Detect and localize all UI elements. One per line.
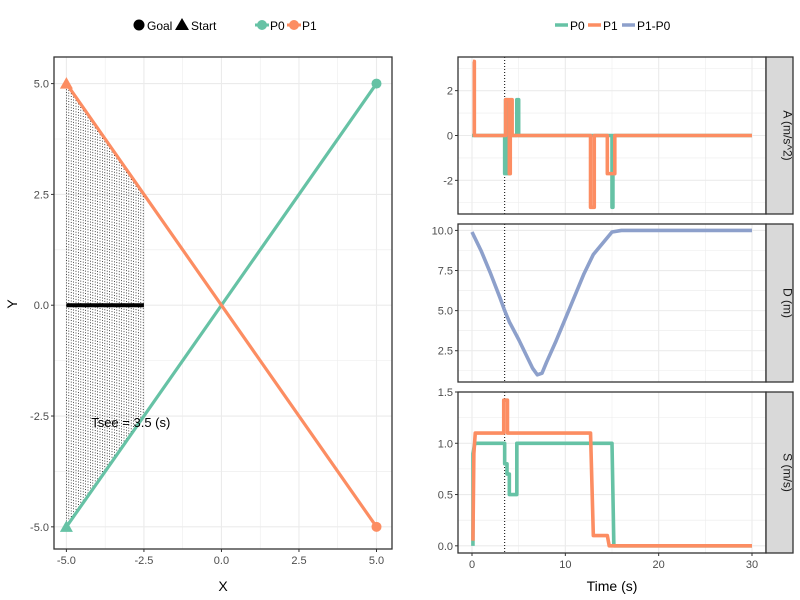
- y-axis-title: Y: [4, 299, 20, 309]
- y-tick-label: 2.5: [34, 189, 49, 201]
- legend-label-p0: P0: [570, 19, 585, 33]
- y-tick-label: 5.0: [438, 306, 453, 318]
- legend-goal-label: Goal: [147, 19, 172, 33]
- legend-label-p1-p0: P1-P0: [637, 19, 671, 33]
- legend-right: P0 P1 P1-P0: [555, 19, 671, 33]
- legend-key-dot: [257, 20, 267, 30]
- facet-strip-label: A (m/s^2): [781, 110, 795, 160]
- xy-panel: Tsee = 3.5 (s) -5.0 -2.5 0.0 2.5 5.0 -5.0 -2.5 0…: [30, 56, 393, 567]
- y-tick-label: 0.0: [34, 300, 49, 312]
- goal-marker-p1: [371, 521, 382, 532]
- series-p0: [471, 441, 752, 548]
- y-tick-label: 2: [447, 86, 453, 98]
- series-p1-p0: [470, 228, 752, 377]
- y-tick-label: 0.5: [438, 490, 453, 502]
- x-tick-label: 10: [559, 559, 571, 571]
- facet-strip: [765, 56, 794, 215]
- x-tick-label: 0.0: [214, 555, 229, 567]
- x-tick-label: -2.5: [134, 555, 153, 567]
- legend-start-key: [175, 18, 189, 30]
- y-tick-label: -2: [443, 175, 453, 187]
- x-tick-label: 2.5: [291, 555, 306, 567]
- y-tick-label: 0: [447, 131, 453, 143]
- facet-strip: [765, 223, 794, 383]
- goal-marker-p0: [371, 78, 382, 89]
- facet-strip-label: D (m): [781, 288, 795, 318]
- facet-strip-label: S (m/s): [781, 453, 795, 492]
- legend-goal-key: [133, 19, 145, 31]
- legend-label-p0: P0: [270, 19, 285, 33]
- facet-strip: [765, 391, 794, 554]
- trajectory-p1: [65, 82, 378, 528]
- series-p1: [471, 398, 752, 548]
- series-p1: [472, 59, 752, 210]
- start-marker-p0: [59, 520, 73, 532]
- y-tick-label: 0.0: [438, 541, 453, 553]
- y-tick-label: 1.5: [438, 387, 453, 399]
- legend-label-p1: P1: [603, 19, 618, 33]
- x-axis-title: X: [218, 578, 228, 594]
- time-axis-title: Time (s): [587, 578, 638, 594]
- x-tick-label: 5.0: [369, 555, 384, 567]
- panel-border: [53, 56, 393, 550]
- y-tick-label: -2.5: [30, 411, 49, 423]
- y-tick-label: 7.5: [438, 266, 453, 278]
- legend-label-p1: P1: [302, 19, 317, 33]
- speed-panel: S (m/s) 0.0 0.5 1.0 1.5 0 10 20 30: [438, 387, 795, 571]
- legend-key-dot: [289, 20, 299, 30]
- x-tick-label: 30: [746, 559, 758, 571]
- y-tick-label: 1.0: [438, 438, 453, 450]
- y-tick-label: 10.0: [432, 225, 453, 237]
- start-marker-p1: [59, 77, 73, 89]
- tsee-annotation: Tsee = 3.5 (s): [91, 415, 170, 430]
- x-tick-label: 0: [469, 559, 475, 571]
- x-tick-label: -5.0: [57, 555, 76, 567]
- x-tick-label: 20: [653, 559, 665, 571]
- y-tick-label: -5.0: [30, 522, 49, 534]
- legend-start-label: Start: [191, 19, 217, 33]
- acceleration-panel: A (m/s^2) -2 0 2: [443, 56, 795, 215]
- distance-panel: D (m) 2.5 5.0 7.5 10.0: [432, 223, 795, 383]
- y-tick-label: 5.0: [34, 79, 49, 91]
- y-tick-label: 2.5: [438, 346, 453, 358]
- legend-left: Goal Start P0 P1: [133, 18, 317, 33]
